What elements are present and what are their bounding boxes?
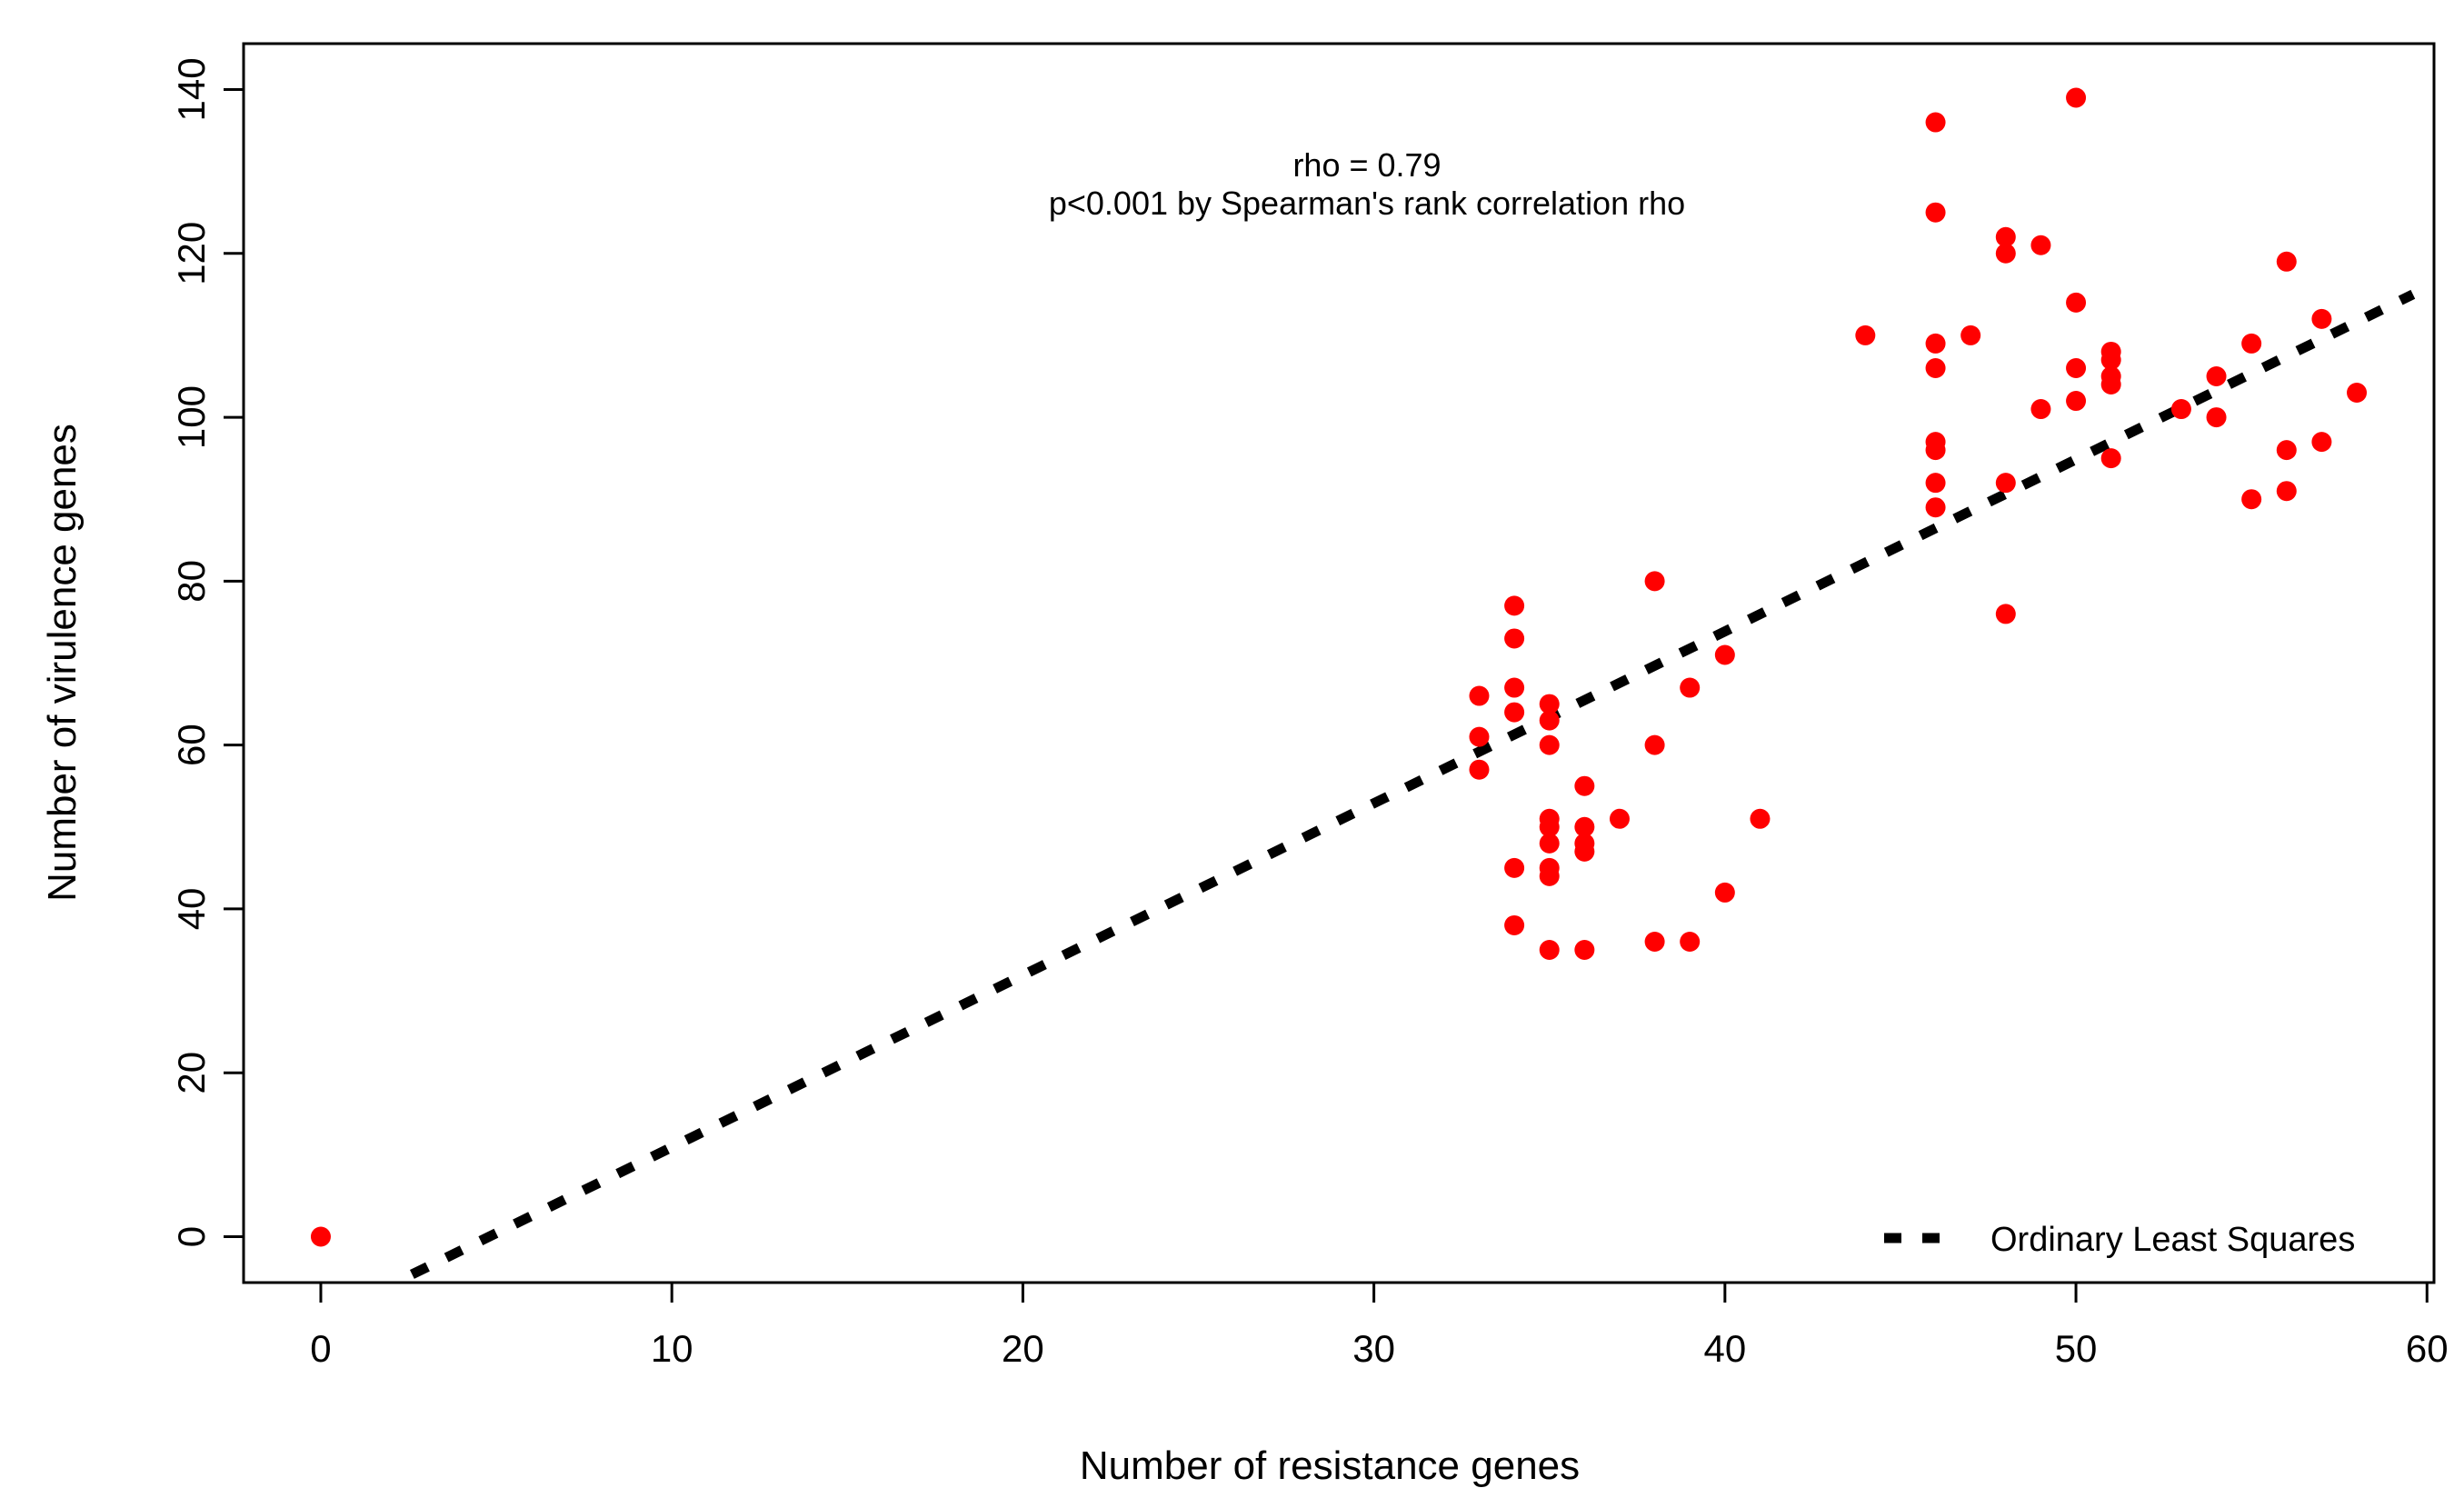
data-point <box>1925 357 1946 378</box>
data-point <box>1644 734 1665 755</box>
x-axis-title: Number of resistance genes <box>1080 1443 1580 1488</box>
data-point <box>2241 333 2262 354</box>
data-point <box>1504 702 1525 723</box>
data-point <box>1680 931 1701 952</box>
x-tick-label: 20 <box>1002 1327 1044 1370</box>
data-point <box>2066 292 2087 313</box>
data-point <box>1925 112 1946 133</box>
data-point <box>2276 251 2297 272</box>
data-point <box>1960 325 1981 345</box>
data-point <box>1539 694 1560 714</box>
data-point <box>1574 841 1595 862</box>
data-point <box>1469 726 1490 747</box>
data-point <box>2100 375 2121 395</box>
legend-label: Ordinary Least Squares <box>1990 1221 2355 1259</box>
data-point <box>1995 226 2016 247</box>
data-point <box>1574 816 1595 837</box>
data-point <box>1995 243 2016 264</box>
data-point <box>1609 808 1630 829</box>
data-point <box>1539 734 1560 755</box>
y-axis-title: Number of virulence genes <box>40 424 85 902</box>
y-tick-label: 40 <box>170 888 213 931</box>
data-point <box>1995 473 2016 494</box>
data-point <box>1539 816 1560 837</box>
x-tick-label: 50 <box>2055 1327 2098 1370</box>
data-point <box>1855 325 1876 345</box>
annotation-p-value: p<0.001 by Spearman's rank correlation r… <box>1049 185 1685 222</box>
data-point <box>2066 87 2087 108</box>
data-point <box>2100 448 2121 469</box>
data-point <box>1574 775 1595 796</box>
plot-frame <box>242 42 2436 1284</box>
data-point <box>1574 940 1595 961</box>
x-tick-label: 0 <box>310 1327 331 1370</box>
axes: 0 10 20 30 40 50 60 0 20 40 60 80 100 120 140 <box>170 57 2449 1370</box>
legend: Ordinary Least Squares <box>1884 1221 2355 1259</box>
data-point <box>1504 628 1525 649</box>
data-point <box>2241 489 2262 510</box>
data-point <box>1469 685 1490 706</box>
data-point <box>1750 808 1771 829</box>
y-tick-label: 60 <box>170 724 213 766</box>
data-point <box>2066 391 2087 412</box>
data-point <box>1925 333 1946 354</box>
data-point <box>1504 914 1525 935</box>
data-points <box>310 87 2368 1247</box>
y-tick-label: 0 <box>170 1226 213 1247</box>
annotation-rho: rho = 0.79 <box>1292 146 1441 184</box>
data-point <box>1504 857 1525 878</box>
x-tick-label: 40 <box>1703 1327 1746 1370</box>
data-point <box>1714 882 1735 903</box>
y-tick-label: 140 <box>170 57 213 121</box>
ols-regression-line <box>409 289 2416 1279</box>
data-point <box>2311 432 2332 453</box>
data-point <box>310 1226 331 1247</box>
data-point <box>1714 644 1735 665</box>
y-tick-label: 120 <box>170 222 213 285</box>
data-point <box>2276 440 2297 461</box>
data-point <box>2206 407 2227 428</box>
data-point <box>1995 604 2016 624</box>
data-point <box>1504 677 1525 698</box>
y-tick-label: 20 <box>170 1052 213 1094</box>
data-point <box>1680 677 1701 698</box>
data-point <box>1539 940 1560 961</box>
data-point <box>2170 399 2191 420</box>
data-point <box>2276 481 2297 502</box>
y-tick-label: 100 <box>170 385 213 449</box>
x-tick-label: 30 <box>1352 1327 1395 1370</box>
x-tick-label: 60 <box>2406 1327 2449 1370</box>
data-point <box>1539 833 1560 854</box>
data-point <box>1644 931 1665 952</box>
data-point <box>1539 710 1560 731</box>
data-point <box>1644 571 1665 592</box>
data-point <box>2311 308 2332 329</box>
x-tick-label: 10 <box>651 1327 693 1370</box>
data-point <box>1504 595 1525 616</box>
ols-line-segment <box>409 289 2416 1279</box>
y-tick-label: 80 <box>170 560 213 603</box>
data-point <box>1469 759 1490 780</box>
data-point <box>2030 235 2051 255</box>
data-point <box>2030 399 2051 420</box>
data-point <box>2066 357 2087 378</box>
data-point <box>2100 349 2121 370</box>
data-point <box>1925 497 1946 518</box>
data-point <box>1925 440 1946 461</box>
data-point <box>2206 365 2227 386</box>
data-point <box>1539 865 1560 886</box>
data-point <box>2347 383 2368 404</box>
data-point <box>1925 202 1946 223</box>
data-point <box>1925 473 1946 494</box>
